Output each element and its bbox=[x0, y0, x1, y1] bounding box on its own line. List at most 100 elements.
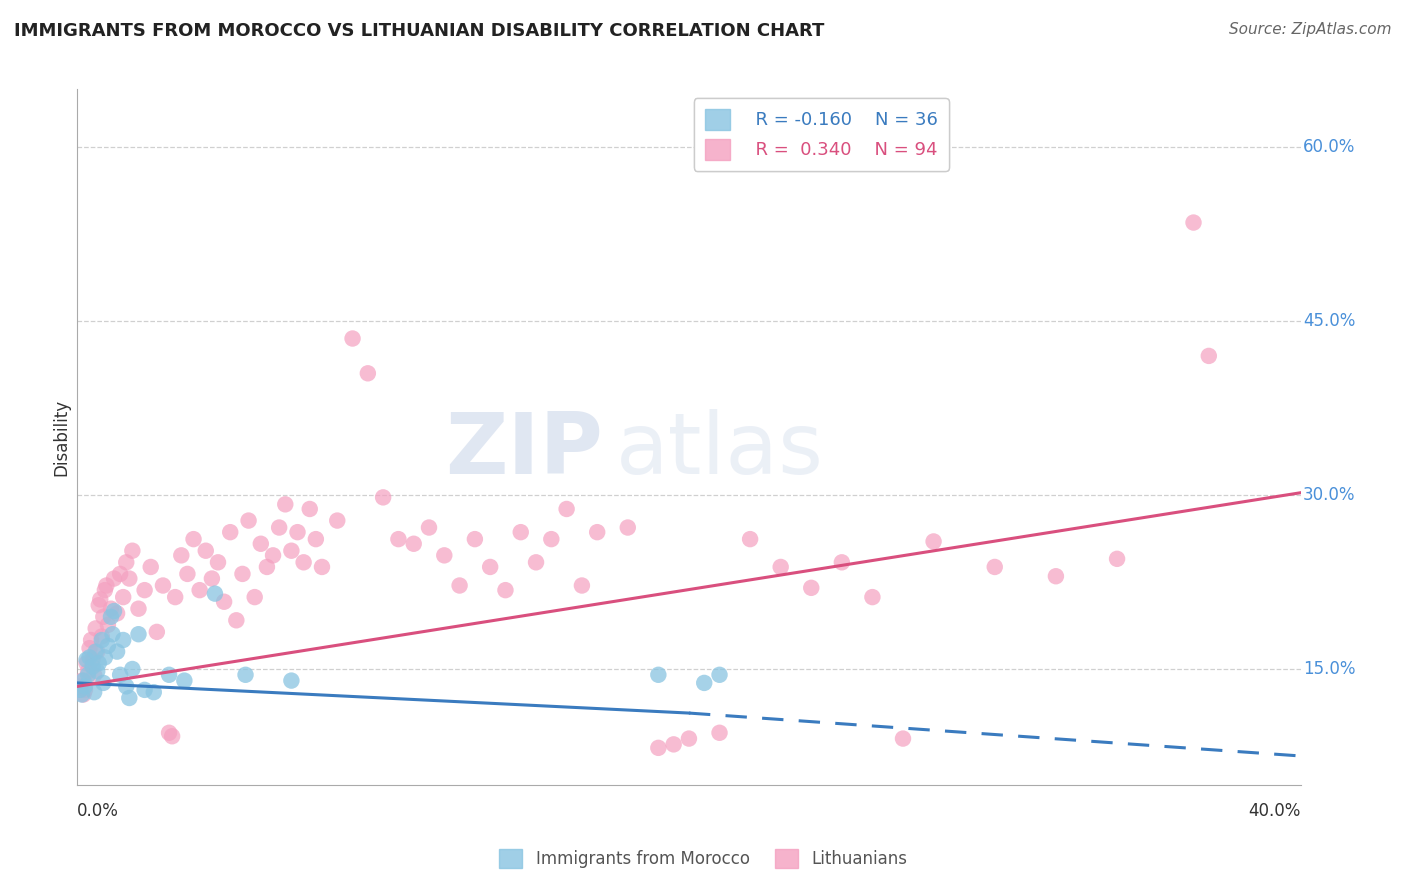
Point bbox=[86, 644, 108, 658]
Point bbox=[69, 682, 91, 697]
Point bbox=[142, 685, 165, 699]
Point bbox=[91, 676, 114, 690]
Text: ZIP: ZIP bbox=[446, 409, 603, 492]
Point bbox=[87, 657, 110, 671]
Point bbox=[115, 680, 138, 694]
Point bbox=[662, 737, 685, 751]
Point bbox=[709, 726, 731, 740]
Point bbox=[571, 578, 593, 592]
Point bbox=[72, 688, 94, 702]
Point bbox=[100, 610, 122, 624]
Point bbox=[280, 673, 302, 688]
Point bbox=[188, 583, 211, 598]
Text: 45.0%: 45.0% bbox=[1303, 312, 1355, 330]
Point bbox=[1198, 349, 1220, 363]
Point bbox=[76, 653, 98, 667]
Point bbox=[524, 555, 547, 569]
Point bbox=[72, 673, 94, 688]
Point bbox=[831, 555, 853, 569]
Point bbox=[225, 613, 247, 627]
Point bbox=[94, 650, 117, 665]
Point bbox=[617, 520, 640, 534]
Point bbox=[243, 590, 266, 604]
Point bbox=[269, 520, 291, 534]
Point bbox=[479, 560, 502, 574]
Point bbox=[305, 532, 328, 546]
Point bbox=[100, 601, 122, 615]
Point bbox=[862, 590, 884, 604]
Point bbox=[800, 581, 823, 595]
Point bbox=[127, 627, 149, 641]
Point bbox=[84, 621, 107, 635]
Point bbox=[96, 578, 118, 592]
Point bbox=[212, 595, 235, 609]
Point bbox=[433, 549, 456, 563]
Point bbox=[238, 514, 260, 528]
Point bbox=[70, 673, 93, 688]
Text: 0.0%: 0.0% bbox=[77, 803, 120, 821]
Point bbox=[274, 497, 297, 511]
Point bbox=[108, 566, 131, 581]
Point bbox=[170, 549, 193, 563]
Text: 60.0%: 60.0% bbox=[1303, 138, 1355, 156]
Point bbox=[73, 680, 96, 694]
Point bbox=[342, 331, 364, 345]
Point bbox=[165, 590, 187, 604]
Point bbox=[84, 644, 107, 658]
Point bbox=[647, 740, 669, 755]
Point bbox=[160, 729, 183, 743]
Point bbox=[146, 624, 169, 639]
Point bbox=[740, 532, 762, 546]
Point bbox=[82, 659, 104, 673]
Point bbox=[387, 532, 409, 546]
Point bbox=[73, 682, 96, 697]
Point bbox=[769, 560, 792, 574]
Point bbox=[134, 682, 156, 697]
Point bbox=[118, 572, 141, 586]
Point bbox=[118, 690, 141, 705]
Point bbox=[326, 514, 349, 528]
Text: 15.0%: 15.0% bbox=[1303, 660, 1355, 678]
Point bbox=[922, 534, 945, 549]
Point bbox=[709, 667, 731, 681]
Point bbox=[984, 560, 1007, 574]
Point bbox=[194, 543, 217, 558]
Point bbox=[201, 572, 224, 586]
Point bbox=[87, 598, 110, 612]
Point bbox=[219, 525, 242, 540]
Point bbox=[127, 601, 149, 615]
Point bbox=[83, 685, 105, 699]
Text: 40.0%: 40.0% bbox=[1249, 803, 1301, 821]
Point bbox=[555, 502, 578, 516]
Point bbox=[678, 731, 700, 746]
Point bbox=[112, 590, 135, 604]
Point bbox=[311, 560, 333, 574]
Point bbox=[173, 673, 195, 688]
Point bbox=[76, 657, 98, 671]
Point bbox=[103, 604, 125, 618]
Point bbox=[90, 633, 112, 648]
Point bbox=[121, 543, 143, 558]
Point bbox=[287, 525, 309, 540]
Point bbox=[157, 667, 180, 681]
Point bbox=[157, 726, 180, 740]
Text: atlas: atlas bbox=[616, 409, 824, 492]
Point bbox=[586, 525, 609, 540]
Point bbox=[402, 537, 425, 551]
Point bbox=[115, 555, 138, 569]
Point bbox=[79, 641, 101, 656]
Point bbox=[231, 566, 253, 581]
Point bbox=[449, 578, 471, 592]
Point bbox=[176, 566, 198, 581]
Point bbox=[103, 572, 125, 586]
Point bbox=[280, 543, 302, 558]
Point bbox=[235, 667, 257, 681]
Point bbox=[82, 653, 104, 667]
Legend:   R = -0.160    N = 36,   R =  0.340    N = 94: R = -0.160 N = 36, R = 0.340 N = 94 bbox=[693, 98, 949, 170]
Point bbox=[112, 633, 135, 648]
Point bbox=[1045, 569, 1067, 583]
Point bbox=[139, 560, 162, 574]
Point bbox=[105, 607, 128, 621]
Point bbox=[94, 583, 117, 598]
Point bbox=[495, 583, 517, 598]
